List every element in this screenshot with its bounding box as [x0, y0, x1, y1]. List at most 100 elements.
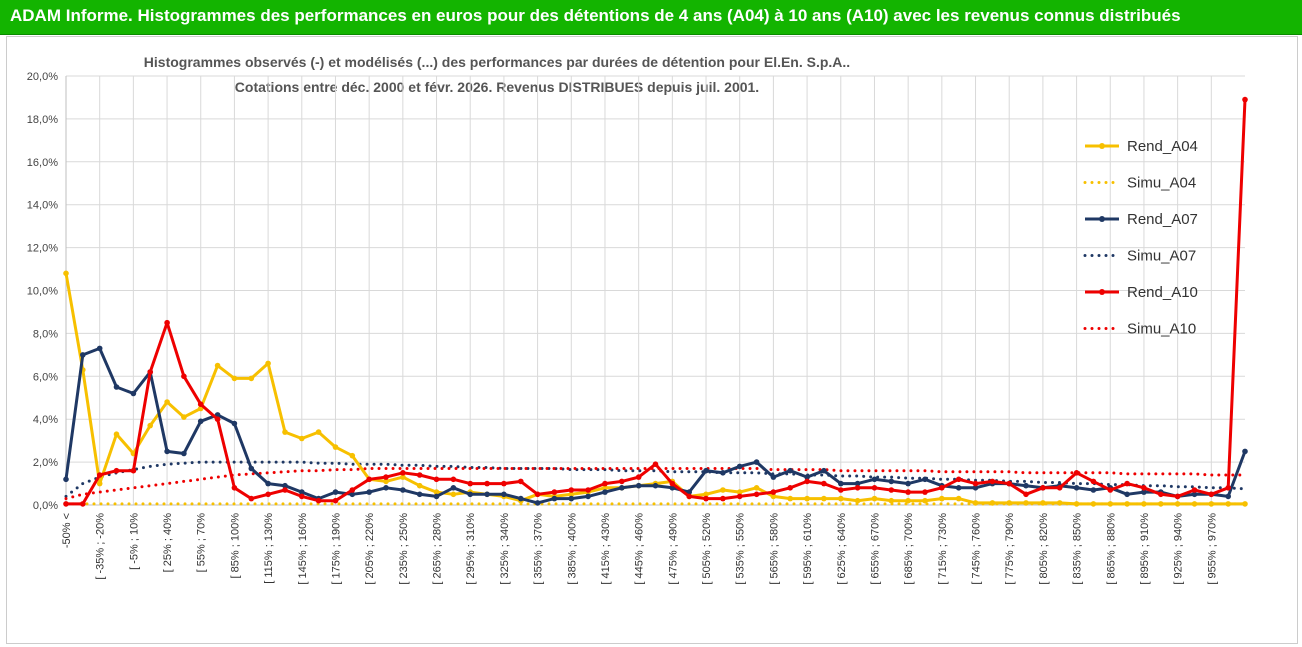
data-point	[63, 270, 69, 277]
data-point	[265, 491, 271, 498]
gridlines	[65, 75, 1245, 506]
x-tick-label: [ 85% ; 100%	[229, 513, 241, 579]
chart-area: Histogrammes observés (-) et modélisés (…	[6, 36, 1298, 644]
data-point	[972, 500, 979, 506]
x-tick-label: [ 595% ; 610%	[802, 513, 814, 585]
data-point	[96, 345, 103, 352]
data-point	[1141, 485, 1147, 491]
data-point	[299, 435, 305, 442]
data-point	[164, 319, 170, 326]
data-point	[1056, 485, 1063, 491]
data-point	[248, 495, 255, 502]
data-point	[265, 480, 271, 487]
data-point	[315, 429, 322, 435]
data-point	[1090, 487, 1097, 493]
series-rend-a04	[63, 270, 1248, 507]
data-point	[568, 487, 575, 493]
data-point	[955, 495, 962, 502]
data-point	[989, 500, 996, 506]
plot-series	[63, 96, 1248, 507]
data-point	[366, 476, 373, 483]
data-point	[501, 491, 507, 498]
y-tick-label: 20,0%	[27, 71, 58, 83]
data-point	[400, 487, 406, 493]
x-tick-label: [ 355% ; 370%	[533, 513, 545, 585]
data-point	[585, 487, 591, 493]
data-point	[838, 495, 844, 502]
legend-label: Simu_A07	[1127, 248, 1196, 265]
data-point	[787, 485, 793, 491]
data-point	[1006, 480, 1012, 487]
chart-title-line2: Cotations entre déc. 2000 et févr. 2026.…	[235, 79, 759, 95]
data-point	[63, 501, 69, 507]
x-tick-label: [ 385% ; 400%	[566, 513, 578, 585]
legend-label: Rend_A10	[1127, 284, 1198, 301]
x-tick-label: [ 295% ; 310%	[465, 513, 477, 585]
data-point	[720, 470, 726, 476]
data-point	[1073, 501, 1080, 507]
data-point	[450, 476, 457, 483]
legend-item: Rend_A04	[1085, 138, 1198, 155]
y-tick-label: 16,0%	[27, 157, 58, 169]
data-point	[922, 476, 928, 483]
data-point	[1225, 501, 1231, 507]
x-tick-label: [ 565% ; 580%	[768, 513, 780, 585]
data-point	[197, 418, 204, 425]
data-point	[905, 480, 911, 487]
data-point	[922, 497, 928, 504]
data-point	[568, 495, 575, 502]
data-point	[416, 482, 423, 489]
legend: Rend_A04 Simu_A04 Rend_A07 Simu_A07 Rend_A10…	[1083, 138, 1198, 338]
data-point	[635, 474, 642, 480]
data-point	[736, 489, 743, 495]
data-point	[349, 452, 356, 459]
data-point	[1158, 501, 1164, 507]
data-point	[96, 480, 103, 487]
legend-item: Simu_A07	[1083, 248, 1196, 265]
data-point	[282, 482, 288, 489]
data-point	[197, 401, 204, 408]
data-point	[1208, 501, 1215, 507]
data-point	[518, 495, 524, 502]
data-point	[871, 485, 878, 491]
data-point	[1208, 491, 1215, 498]
data-point	[113, 384, 120, 390]
data-point	[1124, 491, 1130, 498]
data-point	[821, 480, 827, 487]
data-point	[1174, 501, 1181, 507]
legend-label: Rend_A07	[1127, 211, 1198, 228]
data-point	[332, 489, 339, 495]
x-tick-label: [ 325% ; 340%	[499, 513, 511, 585]
data-point	[1073, 470, 1080, 476]
data-point	[787, 467, 793, 474]
legend-label: Rend_A04	[1127, 138, 1198, 155]
data-point	[939, 485, 945, 491]
data-point	[80, 352, 86, 358]
report-title: ADAM Informe. Histogrammes des performan…	[10, 6, 1181, 25]
data-point	[1174, 493, 1181, 500]
data-point	[871, 495, 878, 502]
data-point	[1006, 500, 1012, 506]
y-axis: 0,0% 2,0% 4,0% 6,0% 8,0% 10,0% 12,0% 14,0% 16,0%…	[27, 71, 67, 512]
data-point	[383, 474, 389, 480]
data-point	[551, 489, 558, 495]
data-point	[467, 480, 474, 487]
legend-label: Simu_A04	[1127, 175, 1196, 192]
data-point	[888, 478, 895, 485]
data-point	[854, 480, 861, 487]
data-point	[804, 495, 810, 502]
x-tick-label: [ 415% ; 430%	[600, 513, 612, 585]
data-point	[501, 480, 507, 487]
y-tick-label: 8,0%	[33, 328, 58, 340]
x-tick-label: [ 265% ; 280%	[432, 513, 444, 585]
data-point	[854, 497, 861, 504]
data-point	[181, 450, 187, 457]
data-point	[720, 495, 726, 502]
data-point	[450, 485, 457, 491]
data-point	[299, 493, 305, 500]
data-point	[1141, 501, 1147, 507]
data-point	[63, 476, 69, 483]
data-point	[602, 485, 608, 491]
legend-marker	[1099, 216, 1105, 222]
data-point	[1225, 485, 1231, 491]
